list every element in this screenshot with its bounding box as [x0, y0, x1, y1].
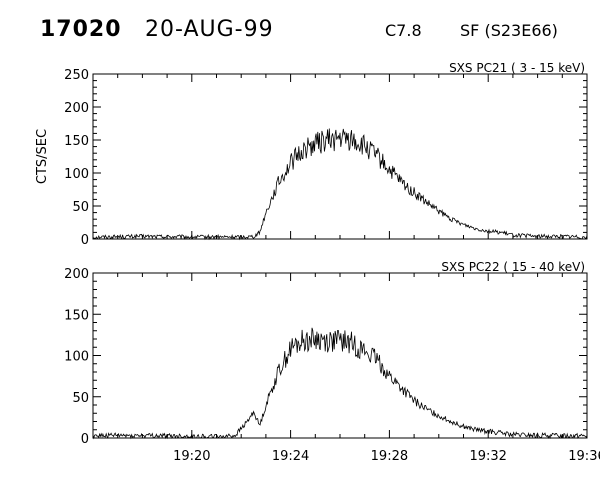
panel-2-xtick-label: 19:36 — [568, 449, 600, 464]
panel-1-ytick-label: 50 — [72, 200, 89, 215]
panel-2-ytick-label: 0 — [81, 432, 89, 447]
panel-1-ytick-label: 100 — [64, 167, 89, 182]
panel-1-frame — [92, 73, 588, 240]
flare-location: SF (S23E66) — [460, 21, 558, 40]
panel-1-ytick-label: 0 — [81, 233, 89, 248]
goes-class: C7.8 — [385, 21, 422, 40]
event-id: 17020 — [40, 17, 122, 42]
panel-2-frame — [92, 272, 588, 439]
panel-2-title: SXS PC22 ( 15 - 40 keV) — [441, 260, 585, 274]
panel-1-ylabel: CTS/SEC — [35, 129, 50, 184]
event-date: 20-AUG-99 — [145, 17, 274, 42]
panel-1-ytick-label: 150 — [64, 134, 89, 149]
panel-2-xtick-label: 19:32 — [469, 449, 506, 464]
panel-2-xtick-label: 19:24 — [272, 449, 309, 464]
panel-2-ytick-label: 100 — [64, 350, 89, 365]
panel-1-ytick-label: 250 — [64, 68, 89, 83]
panel-2-ytick-label: 150 — [64, 308, 89, 323]
panel-2-ytick-label: 200 — [64, 267, 89, 282]
panel-2-xtick-label: 19:28 — [371, 449, 408, 464]
panel-1-title: SXS PC21 ( 3 - 15 keV) — [449, 61, 585, 75]
panel-2-xtick-label: 19:20 — [173, 449, 210, 464]
panel-2-ytick-label: 50 — [72, 391, 89, 406]
panel-2-trace — [92, 327, 588, 440]
panel-1-ytick-label: 200 — [64, 101, 89, 116]
panel-1-trace — [92, 128, 588, 241]
